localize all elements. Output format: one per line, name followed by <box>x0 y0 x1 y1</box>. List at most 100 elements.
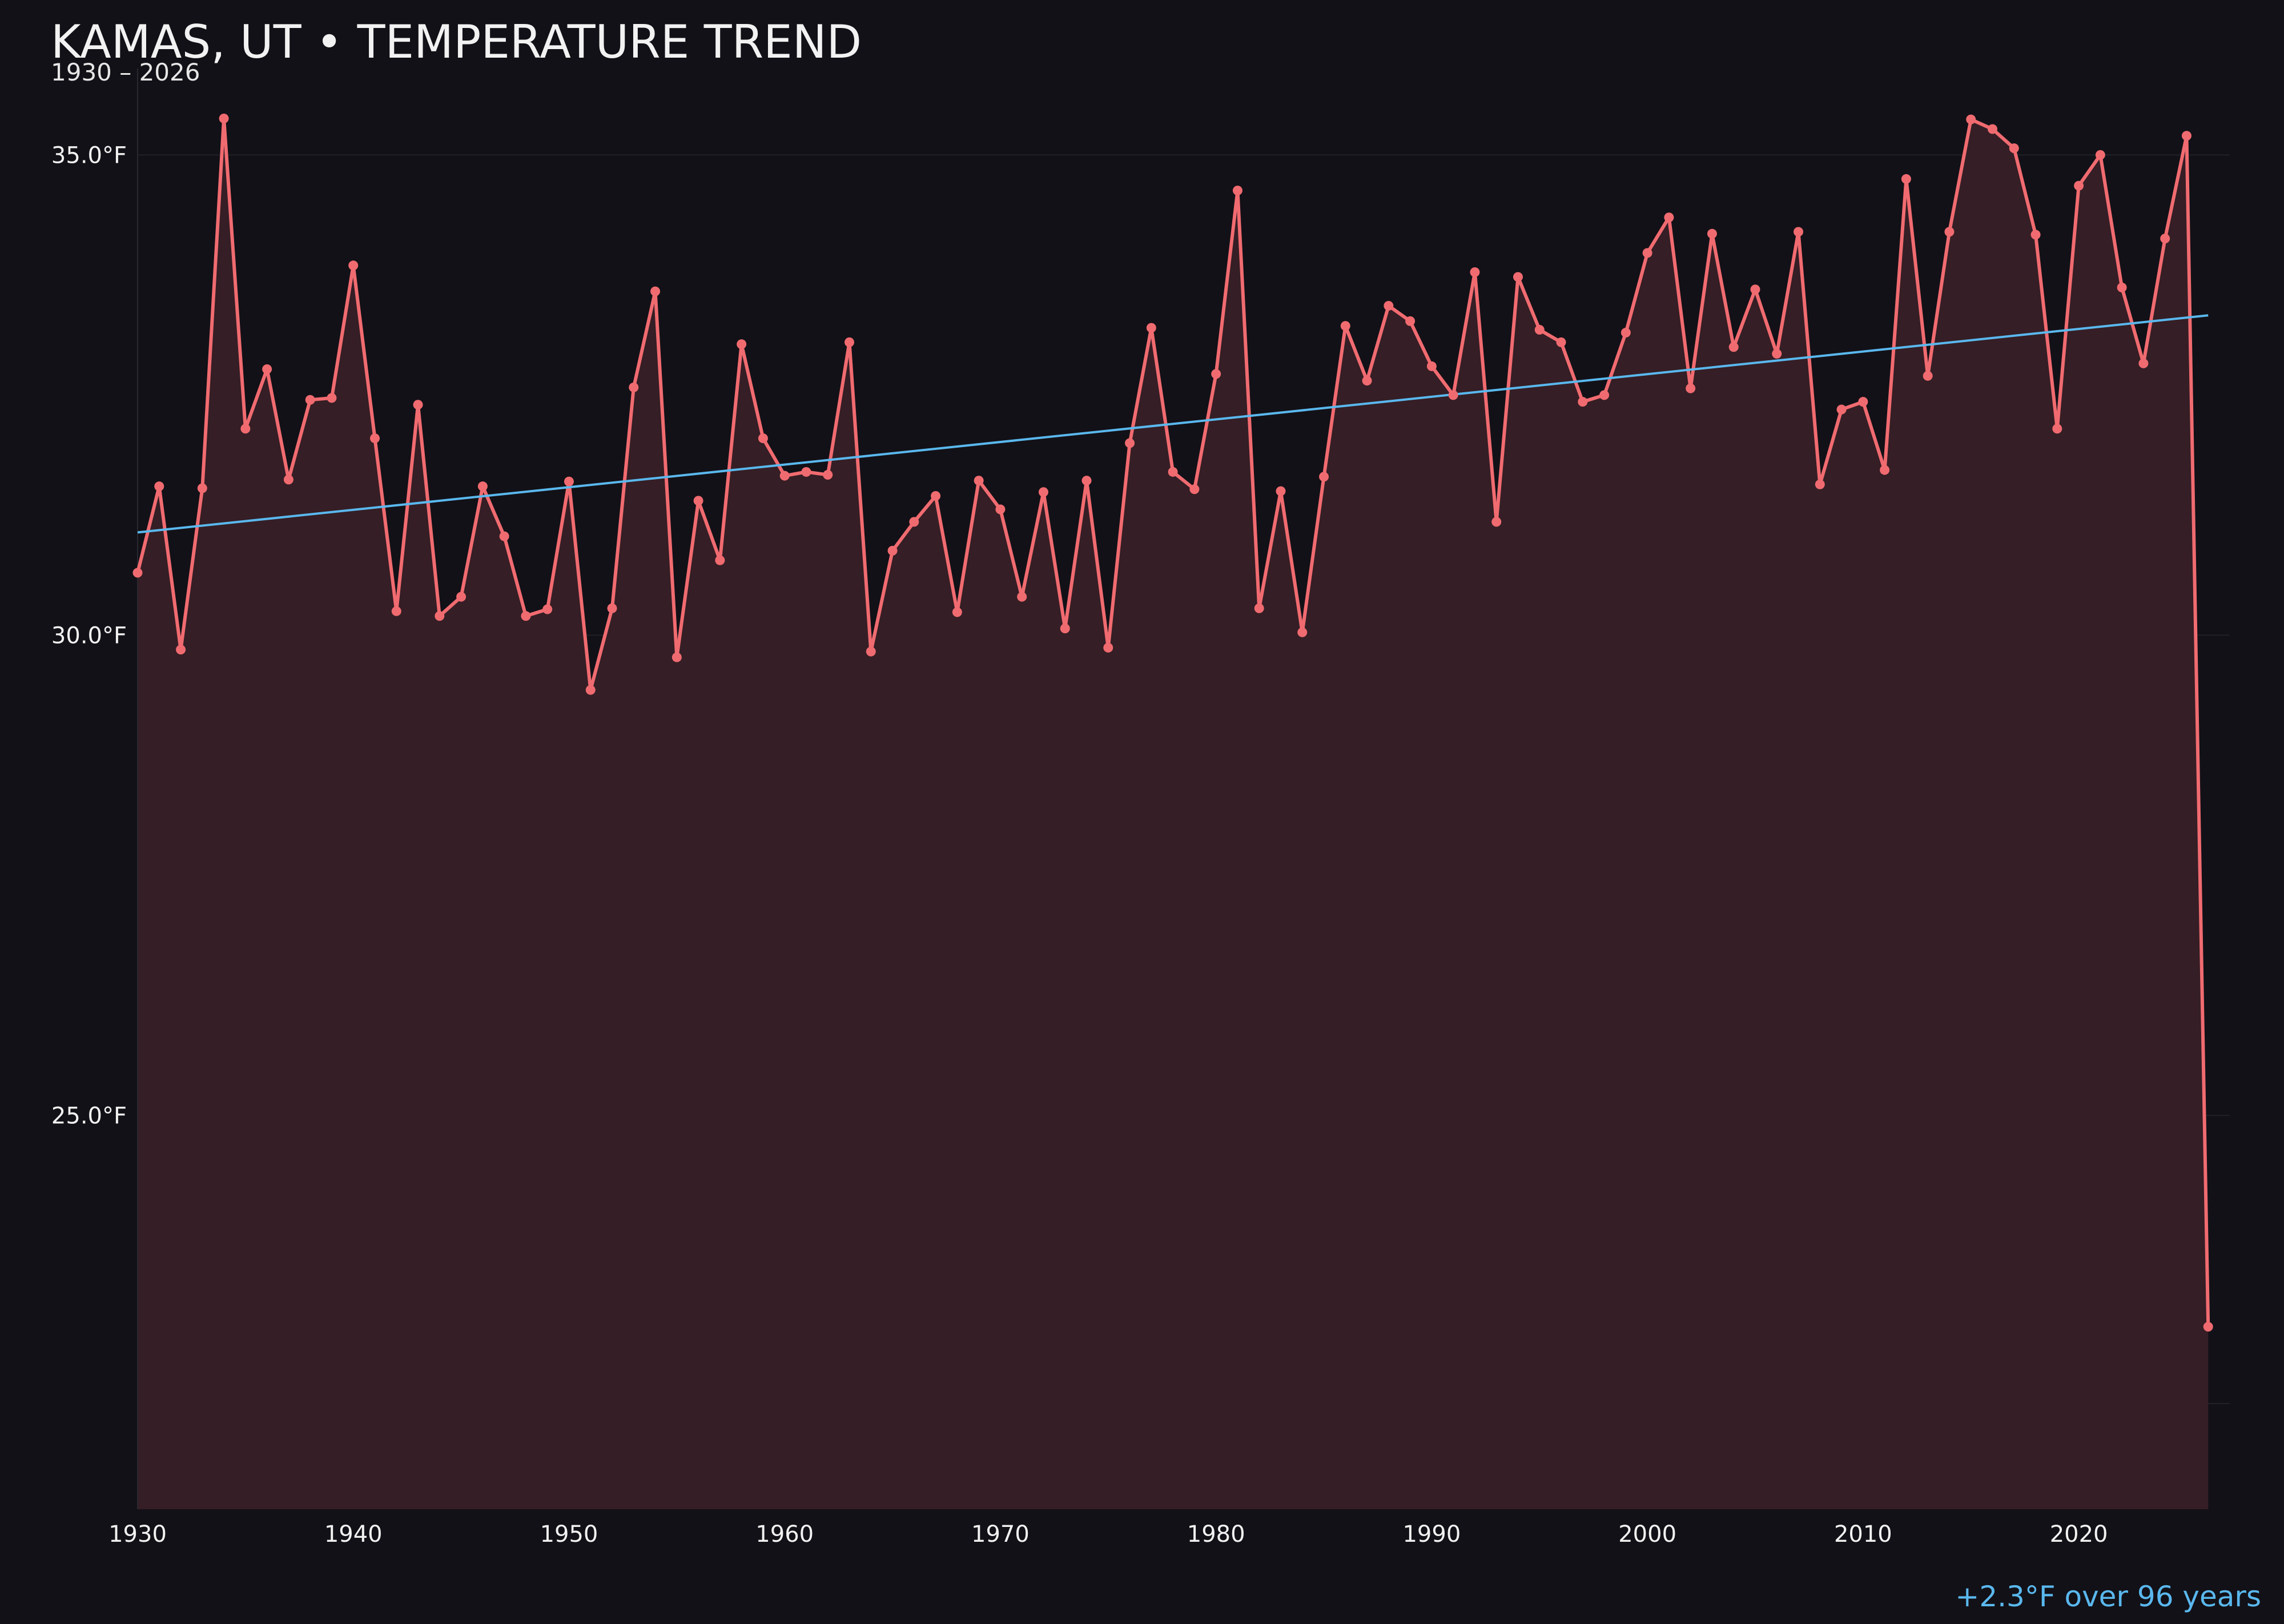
data-point-2020 <box>2074 180 2084 191</box>
data-point-1955 <box>671 652 682 662</box>
data-point-1977 <box>1146 323 1156 333</box>
data-point-2010 <box>1858 397 1868 407</box>
data-point-1981 <box>1232 186 1242 196</box>
data-point-1997 <box>1578 397 1588 407</box>
data-point-1941 <box>370 433 380 444</box>
data-point-1976 <box>1125 438 1135 448</box>
y-tick-label: 25.0°F <box>51 1103 127 1129</box>
data-point-1963 <box>845 337 855 347</box>
data-point-2004 <box>1728 342 1739 352</box>
data-point-1945 <box>456 592 467 602</box>
data-point-1994 <box>1513 272 1523 282</box>
data-point-1944 <box>435 611 445 621</box>
data-point-1938 <box>305 395 315 405</box>
x-tick-label: 2000 <box>1618 1521 1676 1547</box>
data-point-1958 <box>737 339 747 349</box>
data-point-2006 <box>1772 349 1782 359</box>
data-point-2026 <box>2203 1321 2213 1332</box>
data-point-1991 <box>1448 390 1458 400</box>
data-point-2015 <box>1966 114 1976 124</box>
data-point-1935 <box>240 424 251 434</box>
x-tick-label: 2020 <box>2050 1521 2108 1547</box>
y-tick-label: 35.0°F <box>51 142 127 168</box>
data-point-1967 <box>931 491 941 501</box>
data-point-2009 <box>1836 404 1847 415</box>
trend-annotation: +2.3°F over 96 years <box>1955 1580 2261 1613</box>
data-point-2011 <box>1880 465 1890 475</box>
x-tick-label: 1930 <box>108 1521 167 1547</box>
data-point-1988 <box>1384 300 1394 311</box>
data-point-2021 <box>2095 150 2105 160</box>
data-point-1940 <box>348 260 359 271</box>
x-tick-label: 1950 <box>540 1521 598 1547</box>
data-point-2001 <box>1664 212 1674 223</box>
data-point-1972 <box>1038 487 1048 497</box>
data-point-1960 <box>779 471 790 481</box>
data-point-1951 <box>585 685 596 695</box>
data-point-1950 <box>564 476 574 487</box>
data-point-1943 <box>413 400 423 410</box>
data-point-1999 <box>1620 328 1631 338</box>
data-point-1985 <box>1319 472 1329 482</box>
x-tick-label: 1970 <box>971 1521 1030 1547</box>
temperature-points <box>132 113 2213 1332</box>
data-point-1953 <box>629 382 639 392</box>
data-point-1949 <box>542 604 553 614</box>
x-tick-label: 1990 <box>1402 1521 1461 1547</box>
data-point-1933 <box>197 483 207 493</box>
data-point-1978 <box>1168 467 1178 477</box>
data-point-1980 <box>1211 369 1221 379</box>
data-point-1952 <box>607 603 617 613</box>
data-point-1996 <box>1556 337 1566 347</box>
data-point-2012 <box>1901 174 1911 184</box>
data-point-1934 <box>219 113 229 123</box>
data-point-1961 <box>801 467 811 477</box>
data-point-1995 <box>1534 325 1545 335</box>
data-point-2008 <box>1815 479 1825 489</box>
data-point-1993 <box>1491 517 1502 527</box>
data-point-1984 <box>1297 627 1308 637</box>
data-point-2023 <box>2138 358 2149 368</box>
data-point-2013 <box>1923 371 1933 381</box>
data-point-1965 <box>887 545 898 556</box>
data-point-2003 <box>1707 228 1717 239</box>
data-point-1956 <box>693 496 703 506</box>
data-point-1957 <box>715 555 725 565</box>
data-point-1959 <box>758 433 768 444</box>
data-point-1942 <box>391 606 401 616</box>
x-tick-label: 2010 <box>1834 1521 1892 1547</box>
data-point-1971 <box>1017 592 1027 602</box>
data-point-1970 <box>995 504 1006 514</box>
data-point-2017 <box>2009 143 2019 154</box>
y-tick-label: 30.0°F <box>51 622 127 649</box>
data-point-1975 <box>1103 642 1113 653</box>
data-point-1954 <box>650 286 661 296</box>
data-point-1990 <box>1426 361 1437 371</box>
data-point-1966 <box>909 517 919 527</box>
data-point-1992 <box>1470 267 1480 278</box>
data-point-1983 <box>1276 486 1286 496</box>
data-point-1939 <box>327 393 337 403</box>
trend-line <box>137 314 2209 534</box>
data-point-2024 <box>2160 234 2170 244</box>
data-point-1936 <box>262 364 272 374</box>
data-point-1979 <box>1189 484 1200 495</box>
data-point-1946 <box>477 481 488 492</box>
data-point-2022 <box>2117 282 2127 292</box>
data-point-2025 <box>2181 131 2191 141</box>
data-point-1932 <box>176 645 186 655</box>
data-point-2002 <box>1686 383 1696 393</box>
data-point-1964 <box>866 646 876 657</box>
data-point-1947 <box>499 531 509 541</box>
data-point-1986 <box>1340 321 1350 331</box>
data-point-2016 <box>1987 124 1997 134</box>
data-point-1974 <box>1081 476 1092 486</box>
data-point-1930 <box>132 568 143 578</box>
chart-title: KAMAS, UT • TEMPERATURE TREND <box>51 15 862 69</box>
y-axis-ticks: 25.0°F 30.0°F 35.0°F <box>51 142 127 1129</box>
data-point-1948 <box>521 611 531 621</box>
chart-subtitle: 1930 – 2026 <box>51 58 200 86</box>
data-point-2005 <box>1750 284 1760 295</box>
x-axis-ticks: 1930 1940 1950 1960 1970 1980 1990 2000 2010 2020 <box>108 1521 2108 1547</box>
